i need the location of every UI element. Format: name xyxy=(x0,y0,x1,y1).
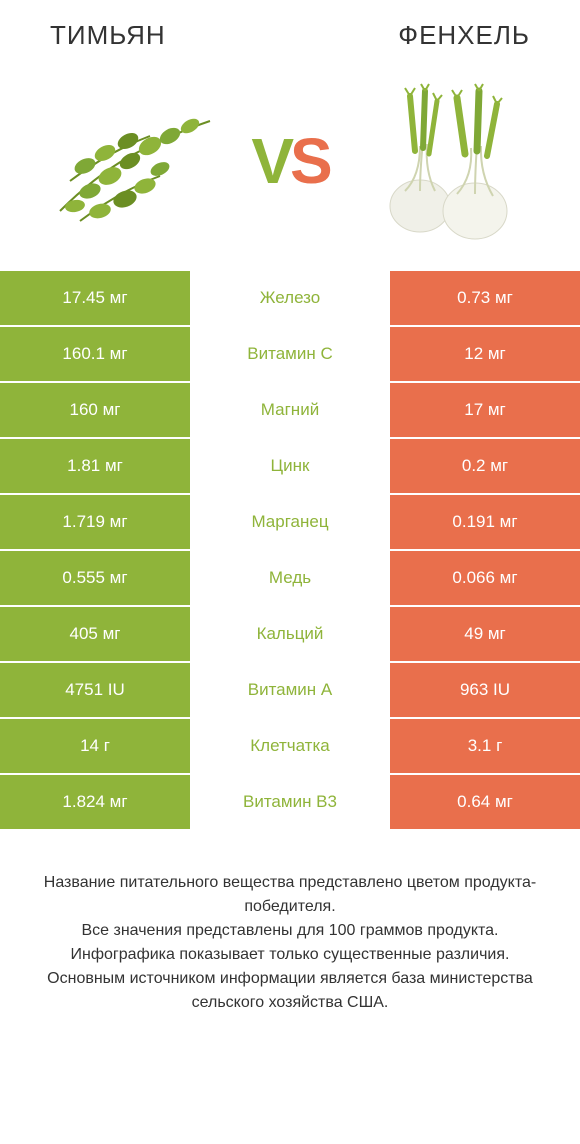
left-value-cell: 4751 IU xyxy=(0,663,190,717)
nutrient-name-cell: Витамин A xyxy=(190,663,390,717)
left-product-image xyxy=(40,76,220,246)
left-product-title: ТИМЬЯН xyxy=(50,20,166,51)
right-value-cell: 17 мг xyxy=(390,383,580,437)
right-value-cell: 3.1 г xyxy=(390,719,580,773)
thyme-icon xyxy=(40,81,220,241)
header-row: ТИМЬЯН ФЕНХЕЛЬ xyxy=(0,0,580,61)
nutrient-row: 4751 IUВитамин A963 IU xyxy=(0,663,580,719)
footer-line: Все значения представлены для 100 граммо… xyxy=(30,919,550,943)
right-product-title: ФЕНХЕЛЬ xyxy=(398,20,530,51)
nutrient-name-cell: Цинк xyxy=(190,439,390,493)
vs-label: VS xyxy=(251,124,328,198)
left-value-cell: 1.824 мг xyxy=(0,775,190,829)
right-value-cell: 0.2 мг xyxy=(390,439,580,493)
nutrient-row: 405 мгКальций49 мг xyxy=(0,607,580,663)
nutrient-table: 17.45 мгЖелезо0.73 мг160.1 мгВитамин C12… xyxy=(0,271,580,831)
infographic-container: ТИМЬЯН ФЕНХЕЛЬ xyxy=(0,0,580,1144)
footer-line: Название питательного вещества представл… xyxy=(30,871,550,919)
nutrient-name-cell: Клетчатка xyxy=(190,719,390,773)
vs-letter-s: S xyxy=(290,125,329,197)
right-product-image xyxy=(360,76,540,246)
right-value-cell: 0.191 мг xyxy=(390,495,580,549)
nutrient-name-cell: Железо xyxy=(190,271,390,325)
nutrient-name-cell: Марганец xyxy=(190,495,390,549)
left-value-cell: 1.719 мг xyxy=(0,495,190,549)
nutrient-row: 14 гКлетчатка3.1 г xyxy=(0,719,580,775)
nutrient-name-cell: Кальций xyxy=(190,607,390,661)
footer-line: Основным источником информации является … xyxy=(30,967,550,1015)
nutrient-row: 1.824 мгВитамин B30.64 мг xyxy=(0,775,580,831)
right-value-cell: 12 мг xyxy=(390,327,580,381)
nutrient-row: 160.1 мгВитамин C12 мг xyxy=(0,327,580,383)
left-value-cell: 405 мг xyxy=(0,607,190,661)
nutrient-row: 1.81 мгЦинк0.2 мг xyxy=(0,439,580,495)
right-value-cell: 0.066 мг xyxy=(390,551,580,605)
nutrient-name-cell: Магний xyxy=(190,383,390,437)
left-value-cell: 1.81 мг xyxy=(0,439,190,493)
nutrient-name-cell: Витамин C xyxy=(190,327,390,381)
footer-notes: Название питательного вещества представл… xyxy=(0,831,580,1035)
left-value-cell: 0.555 мг xyxy=(0,551,190,605)
nutrient-row: 17.45 мгЖелезо0.73 мг xyxy=(0,271,580,327)
left-value-cell: 14 г xyxy=(0,719,190,773)
left-value-cell: 160 мг xyxy=(0,383,190,437)
images-row: VS xyxy=(0,61,580,271)
nutrient-name-cell: Витамин B3 xyxy=(190,775,390,829)
nutrient-row: 160 мгМагний17 мг xyxy=(0,383,580,439)
nutrient-row: 0.555 мгМедь0.066 мг xyxy=(0,551,580,607)
footer-line: Инфографика показывает только существенн… xyxy=(30,943,550,967)
nutrient-name-cell: Медь xyxy=(190,551,390,605)
left-value-cell: 17.45 мг xyxy=(0,271,190,325)
left-value-cell: 160.1 мг xyxy=(0,327,190,381)
vs-letter-v: V xyxy=(251,125,290,197)
fennel-icon xyxy=(365,76,535,246)
nutrient-row: 1.719 мгМарганец0.191 мг xyxy=(0,495,580,551)
right-value-cell: 0.64 мг xyxy=(390,775,580,829)
right-value-cell: 0.73 мг xyxy=(390,271,580,325)
right-value-cell: 49 мг xyxy=(390,607,580,661)
right-value-cell: 963 IU xyxy=(390,663,580,717)
